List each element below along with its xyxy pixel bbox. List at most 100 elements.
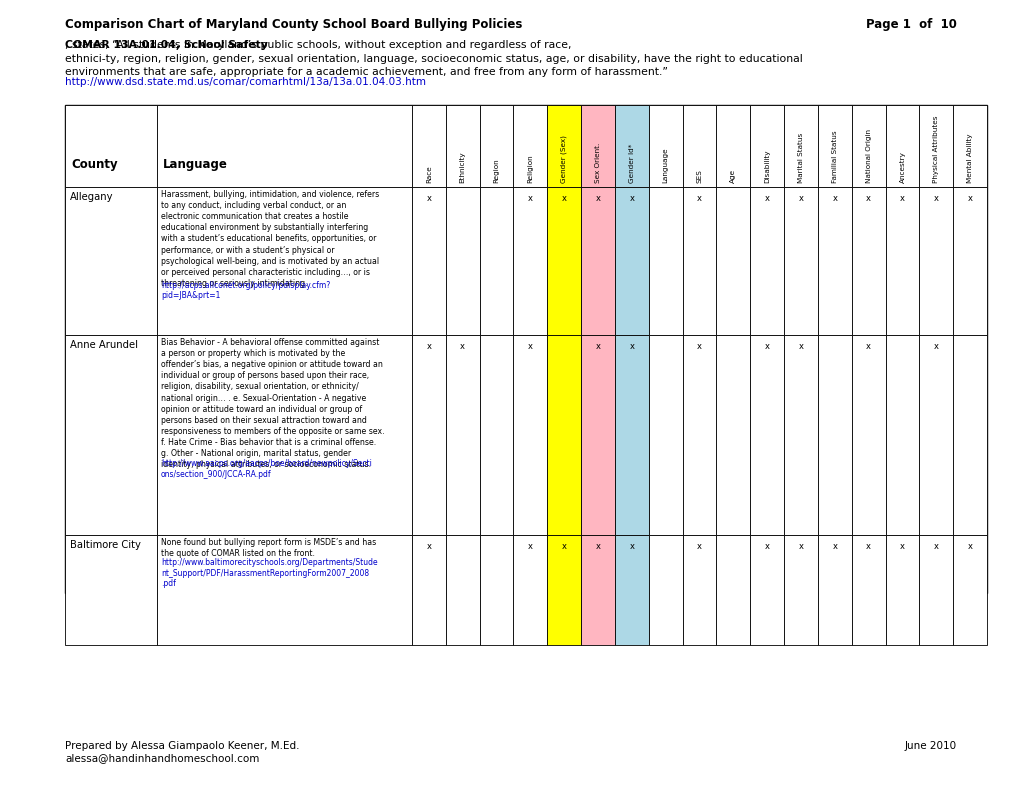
Text: Prepared by Alessa Giampaolo Keener, M.Ed.: Prepared by Alessa Giampaolo Keener, M.E… — [65, 741, 300, 751]
Text: x: x — [764, 542, 769, 551]
Text: Religion: Religion — [527, 154, 533, 183]
Text: June 2010: June 2010 — [904, 741, 956, 751]
Bar — [750, 535, 784, 645]
Bar — [157, 535, 412, 645]
Text: Bias Behavior - A behavioral offense committed against
a person or property whic: Bias Behavior - A behavioral offense com… — [161, 338, 384, 469]
Text: Ethnicity: Ethnicity — [460, 151, 466, 183]
Text: x: x — [932, 542, 937, 551]
Text: x: x — [528, 194, 532, 203]
Bar — [884, 105, 918, 187]
Bar — [784, 535, 817, 645]
Bar — [648, 105, 682, 187]
Text: x: x — [460, 342, 465, 351]
Bar — [918, 535, 952, 645]
Text: Allegany: Allegany — [70, 192, 113, 202]
Text: Gender Id*: Gender Id* — [629, 143, 634, 183]
Text: Page 1  of  10: Page 1 of 10 — [865, 18, 956, 31]
Bar — [715, 535, 750, 645]
Text: alessa@handinhandhomeschool.com: alessa@handinhandhomeschool.com — [65, 753, 259, 763]
Bar — [513, 335, 547, 535]
Text: x: x — [426, 342, 431, 351]
Bar — [65, 187, 157, 335]
Bar — [479, 105, 513, 187]
Bar — [445, 535, 479, 645]
Text: x: x — [899, 542, 904, 551]
Bar — [581, 335, 614, 535]
Bar — [581, 535, 614, 645]
Text: x: x — [595, 542, 600, 551]
Text: Mental Ability: Mental Ability — [966, 133, 972, 183]
Bar — [918, 105, 952, 187]
Text: x: x — [899, 194, 904, 203]
Text: County: County — [71, 158, 117, 171]
Bar — [817, 187, 851, 335]
Text: Comparison Chart of Maryland County School Board Bullying Policies: Comparison Chart of Maryland County Scho… — [65, 18, 522, 31]
Bar — [784, 187, 817, 335]
Text: Anne Arundel: Anne Arundel — [70, 340, 138, 350]
Bar — [817, 105, 851, 187]
Text: http://www.dsd.state.md.us/comar/comarhtml/13a/13a.01.04.03.htm: http://www.dsd.state.md.us/comar/comarht… — [65, 77, 426, 87]
Bar — [715, 335, 750, 535]
Text: x: x — [764, 342, 769, 351]
Bar — [479, 535, 513, 645]
Bar — [750, 335, 784, 535]
Bar — [65, 535, 157, 645]
Text: x: x — [528, 342, 532, 351]
Bar — [445, 335, 479, 535]
Text: x: x — [561, 194, 567, 203]
Bar — [614, 105, 648, 187]
Bar — [513, 535, 547, 645]
Bar — [884, 535, 918, 645]
Text: http://www.baltimorecityschools.org/Departments/Stude
nt_Support/PDF/HarassmentR: http://www.baltimorecityschools.org/Depa… — [161, 558, 377, 588]
Text: x: x — [865, 542, 870, 551]
Text: Disability: Disability — [763, 150, 769, 183]
Text: x: x — [832, 194, 837, 203]
Text: x: x — [426, 542, 431, 551]
Bar — [412, 535, 445, 645]
Text: x: x — [696, 342, 701, 351]
Bar — [547, 535, 581, 645]
Bar — [513, 105, 547, 187]
Bar — [682, 105, 715, 187]
Bar — [614, 335, 648, 535]
Bar — [648, 535, 682, 645]
Text: Harassment, bullying, intimidation, and violence, refers
to any conduct, includi: Harassment, bullying, intimidation, and … — [161, 190, 379, 288]
Text: Language: Language — [662, 147, 668, 183]
Text: x: x — [764, 194, 769, 203]
Bar — [412, 187, 445, 335]
Bar — [581, 105, 614, 187]
Bar — [918, 335, 952, 535]
Bar — [547, 187, 581, 335]
Bar — [65, 105, 986, 593]
Text: x: x — [696, 542, 701, 551]
Bar — [65, 105, 157, 187]
Bar — [581, 187, 614, 335]
Text: x: x — [528, 542, 532, 551]
Bar — [884, 187, 918, 335]
Bar — [851, 535, 884, 645]
Bar — [750, 105, 784, 187]
Bar — [952, 335, 986, 535]
Text: None found but bullying report form is MSDE’s and has
the quote of COMAR listed : None found but bullying report form is M… — [161, 538, 376, 558]
Text: Gender (Sex): Gender (Sex) — [560, 135, 567, 183]
Bar — [682, 535, 715, 645]
Text: x: x — [595, 342, 600, 351]
Text: x: x — [595, 194, 600, 203]
Text: x: x — [629, 194, 634, 203]
Bar — [682, 187, 715, 335]
Bar — [952, 535, 986, 645]
Bar — [513, 187, 547, 335]
Bar — [952, 187, 986, 335]
Bar — [851, 187, 884, 335]
Text: Language: Language — [163, 158, 227, 171]
Bar — [648, 335, 682, 535]
Text: x: x — [696, 194, 701, 203]
Bar — [157, 105, 412, 187]
Text: x: x — [832, 542, 837, 551]
Text: x: x — [561, 542, 567, 551]
Text: Familial Status: Familial Status — [830, 130, 837, 183]
Text: x: x — [967, 194, 972, 203]
Bar — [682, 335, 715, 535]
Bar — [479, 335, 513, 535]
Bar — [784, 335, 817, 535]
